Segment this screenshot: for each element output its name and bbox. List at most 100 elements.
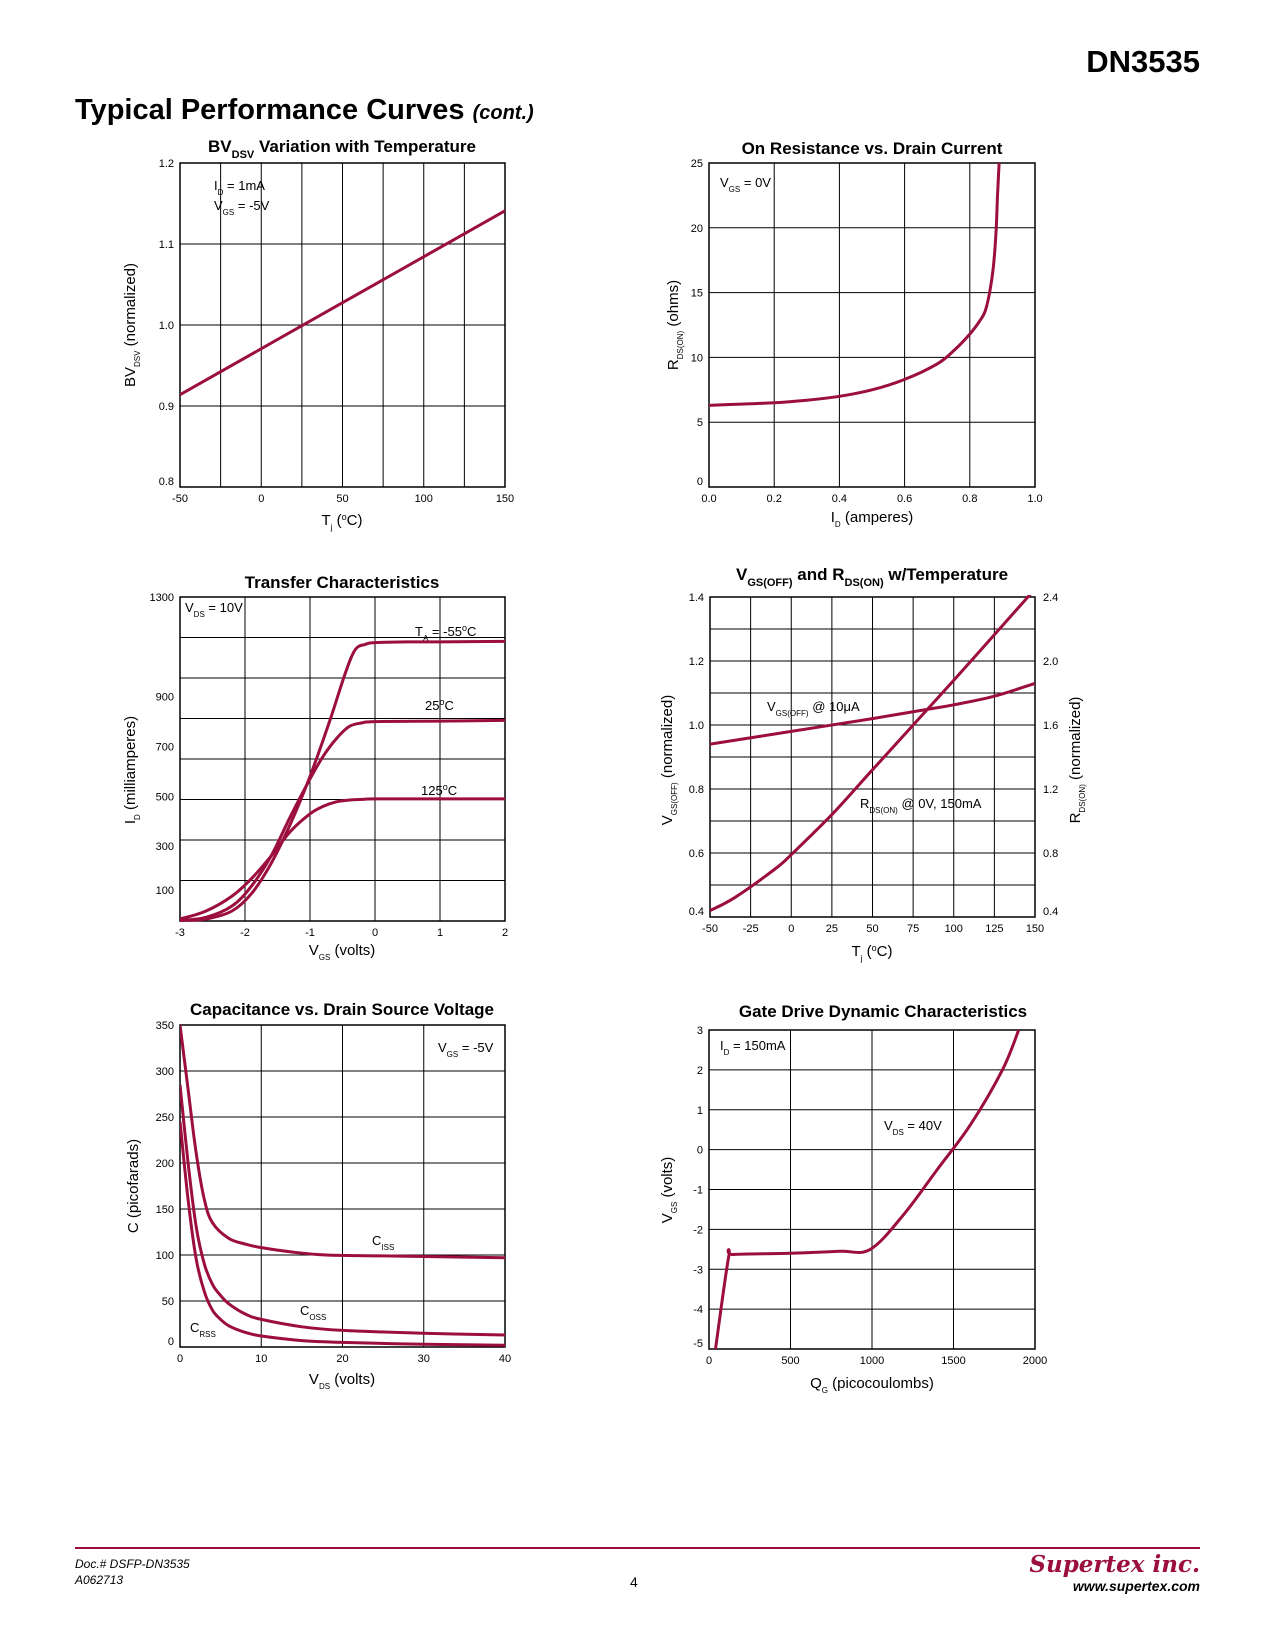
y-tick-label: 1.2 [159,158,174,170]
y-right-axis-label: RDS(ON) (normalized) [1067,697,1087,824]
series-line [180,1084,505,1337]
x-tick-label: 50 [336,493,348,505]
y-right-tick-label: 2.4 [1043,592,1058,604]
y-right-tick-label: 2.0 [1043,656,1058,668]
chart-annotation: VGS = -5V [438,1040,494,1059]
x-tick-label: 150 [496,493,514,505]
y-axis-label: ID (milliamperes) [122,716,142,824]
x-tick-label: -2 [240,927,250,939]
y-tick-label: 700 [156,742,174,754]
y-tick-label: 0.9 [159,401,174,413]
y-tick-label: 0 [697,1145,703,1157]
y-tick-label: 3 [697,1025,703,1037]
plot-frame [179,596,506,922]
chart-annotation: VGS = -5V [214,198,270,217]
x-tick-label: 1 [437,927,443,939]
company-logo: Supertex inc. [1029,1551,1200,1578]
y-right-tick-label: 1.6 [1043,720,1058,732]
y-tick-label: -5 [693,1338,703,1350]
x-axis-label: Tj (oC) [852,943,893,963]
x-tick-label: 0 [788,923,794,935]
chart-bvdsv: BVDSV Variation with Temperature -50 0 50 10… [122,137,514,532]
y-tick-label: -1 [693,1185,703,1197]
y-tick-label: -2 [693,1224,703,1236]
chart-annotation: TA = -55oC [415,623,476,643]
x-tick-label: 25 [826,923,838,935]
x-axis-label: Tj (oC) [322,512,363,532]
series-line [714,1029,1021,1350]
chart-vgsoff: VGS(OFF) and RDS(ON) w/Temperature -50 -25… [659,565,1087,963]
doc-number: Doc.# DSFP-DN3535 [75,1557,190,1571]
y-right-tick-label: 0.8 [1043,848,1058,860]
y-axis-label: VGS (volts) [659,1157,679,1224]
y-tick-label: 20 [691,223,703,235]
x-tick-label: 0.8 [962,493,977,505]
x-tick-label: 100 [415,493,433,505]
series-line [180,1024,505,1260]
footer-rule [75,1547,1200,1549]
chart-annotation: ID = 150mA [720,1038,786,1057]
y-tick-label: 500 [156,791,174,803]
series-line [710,595,1032,912]
y-axis-label: C (picofarads) [125,1139,142,1233]
y-tick-label: 0.4 [689,906,704,918]
chart-title: On Resistance vs. Drain Current [742,139,1003,158]
series-line [180,639,505,922]
x-tick-label: 0 [706,1355,712,1367]
x-tick-label: 0 [177,1353,183,1365]
x-tick-label: 0 [372,927,378,939]
y-tick-label: -4 [693,1304,703,1316]
x-tick-label: 30 [418,1353,430,1365]
x-axis-label: VGS (volts) [309,942,376,962]
chart-annotation: CISS [372,1233,394,1252]
y-tick-label: 0.8 [689,784,704,796]
chart-annotation: VDS = 40V [884,1118,942,1137]
x-tick-label: 2000 [1023,1355,1047,1367]
plot-frame [708,162,1036,488]
company-website: www.supertex.com [1072,1578,1200,1594]
chart-title: Gate Drive Dynamic Characteristics [739,1002,1027,1021]
x-tick-label: 0.4 [832,493,847,505]
y-tick-label: 1 [697,1105,703,1117]
x-tick-label: 0.0 [701,493,716,505]
y-tick-label: 2 [697,1065,703,1077]
plot-frame [708,1029,1036,1350]
x-tick-label: 0.6 [897,493,912,505]
chart-transfer: Transfer Characteristics -3 -2 -1 0 1 2 100 300 5… [122,573,508,962]
plot-frame [709,596,1036,918]
x-tick-label: 1500 [941,1355,965,1367]
x-axis-label: QG (picocoulombs) [810,1375,934,1395]
y-tick-label: 1.0 [159,320,174,332]
chart-annotation: CRSS [190,1320,216,1339]
x-tick-label: 500 [781,1355,799,1367]
x-axis-label: ID (amperes) [831,509,913,529]
x-tick-label: 40 [499,1353,511,1365]
x-tick-label: 0.2 [767,493,782,505]
y-axis-label: VGS(OFF) (normalized) [659,695,679,825]
chart-annotation: ID = 1mA [214,178,265,197]
y-tick-label: 0.6 [689,848,704,860]
chart-capacitance: Capacitance vs. Drain Source Voltage 0 10 2… [125,1000,511,1391]
x-tick-label: 1.0 [1027,493,1042,505]
series-line [180,718,505,922]
y-tick-label: 1300 [150,592,174,604]
y-tick-label: 1.1 [159,239,174,251]
x-tick-label: 10 [255,1353,267,1365]
page-number: 4 [630,1574,638,1590]
y-tick-label: 10 [691,352,703,364]
y-tick-label: 350 [156,1020,174,1032]
series-line [180,209,505,397]
y-tick-label: 0.8 [159,476,174,488]
y-tick-label: 900 [156,692,174,704]
chart-annotation: VGS(OFF) @ 10μA [767,699,860,718]
x-tick-label: 150 [1026,923,1044,935]
chart-title: Transfer Characteristics [245,573,440,592]
x-tick-label: -1 [305,927,315,939]
x-tick-label: 75 [907,923,919,935]
section-title: Typical Performance Curves (cont.) [75,94,534,127]
y-tick-label: 1.2 [689,656,704,668]
x-tick-label: -3 [175,927,185,939]
x-tick-label: 1000 [860,1355,884,1367]
x-tick-label: 100 [945,923,963,935]
chart-title: Capacitance vs. Drain Source Voltage [190,1000,494,1019]
